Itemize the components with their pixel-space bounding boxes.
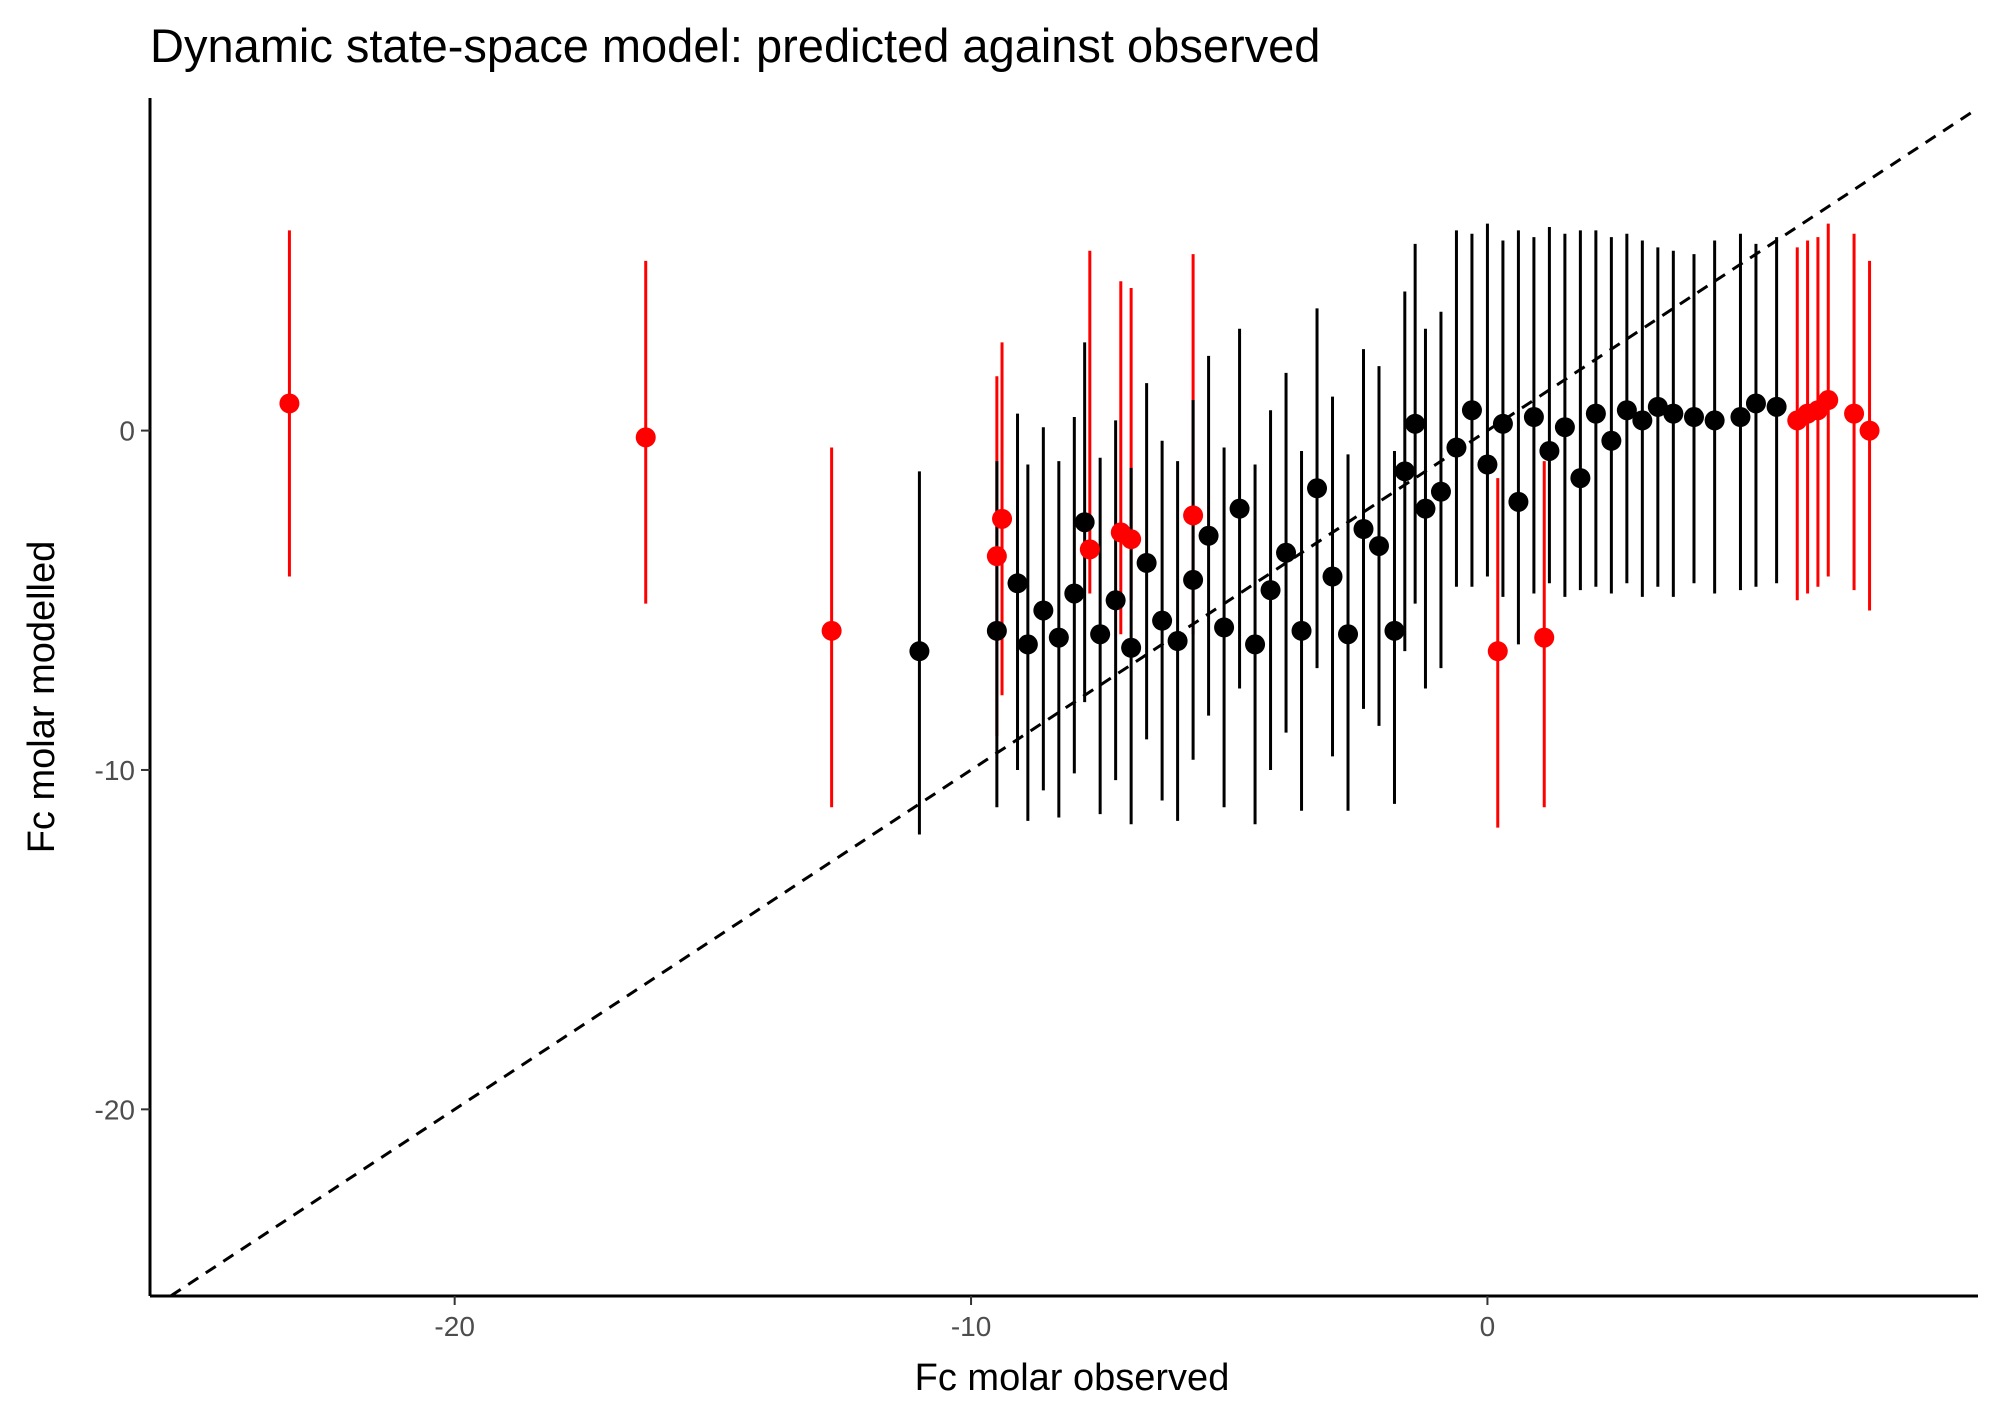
data-point	[1570, 468, 1591, 489]
data-point	[1007, 573, 1028, 594]
data-point	[1017, 634, 1038, 655]
x-axis-ticks: -20 -10 0	[434, 1296, 1495, 1342]
x-axis-title: Fc molar observed	[915, 1357, 1230, 1399]
data-point	[1539, 440, 1560, 461]
data-point	[1260, 580, 1281, 601]
data-point	[1461, 400, 1482, 421]
data-point	[986, 546, 1007, 567]
data-point	[1663, 403, 1684, 424]
y-axis-ticks: -20 -10 0	[95, 416, 150, 1125]
data-point	[635, 427, 656, 448]
data-point	[1048, 627, 1069, 648]
data-point	[1730, 407, 1751, 428]
data-point	[1322, 566, 1343, 587]
data-point	[1214, 617, 1235, 638]
data-point	[1394, 461, 1415, 482]
data-point	[1601, 430, 1622, 451]
data-point	[1033, 600, 1054, 621]
y-tick-label: -20	[95, 1094, 135, 1125]
data-point	[1745, 393, 1766, 414]
data-point	[1338, 624, 1359, 645]
y-tick-label: 0	[119, 416, 135, 447]
data-point	[1430, 481, 1451, 502]
data-point	[1632, 410, 1653, 431]
data-point	[1198, 525, 1219, 546]
data-point	[1818, 390, 1839, 411]
data-point	[1183, 569, 1204, 590]
plot-marks	[169, 106, 1979, 1298]
data-point	[1121, 529, 1142, 550]
data-point	[1353, 519, 1374, 540]
data-point	[1859, 420, 1880, 441]
data-point	[1121, 637, 1142, 658]
data-point	[1766, 396, 1787, 417]
data-point	[992, 508, 1013, 529]
x-tick-label: -20	[434, 1311, 474, 1342]
data-point	[1487, 641, 1508, 662]
data-point	[1534, 627, 1555, 648]
y-axis-title: Fc molar modelled	[21, 541, 63, 854]
data-point	[1136, 552, 1157, 573]
data-point	[909, 641, 930, 662]
data-point	[1405, 413, 1426, 434]
data-point	[1307, 478, 1328, 499]
chart-title: Dynamic state-space model: predicted aga…	[150, 19, 1321, 72]
data-point	[986, 620, 1007, 641]
data-point	[1074, 512, 1095, 533]
data-point	[1229, 498, 1250, 519]
data-point	[1245, 634, 1266, 655]
data-point	[821, 620, 842, 641]
data-point	[1704, 410, 1725, 431]
data-point	[1585, 403, 1606, 424]
data-point	[1683, 407, 1704, 428]
data-point	[1368, 535, 1389, 556]
data-point	[279, 393, 300, 414]
y-tick-label: -10	[95, 755, 135, 786]
data-point	[1090, 624, 1111, 645]
data-point	[1291, 620, 1312, 641]
data-point	[1492, 413, 1513, 434]
data-point	[1183, 505, 1204, 526]
data-point	[1616, 400, 1637, 421]
data-point	[1384, 620, 1405, 641]
data-point	[1152, 610, 1173, 631]
data-point	[1105, 590, 1126, 611]
data-point	[1064, 583, 1085, 604]
data-point	[1446, 437, 1467, 458]
x-tick-label: -10	[951, 1311, 991, 1342]
data-point	[1167, 631, 1188, 652]
data-point	[1523, 407, 1544, 428]
data-point	[1554, 417, 1575, 438]
data-point	[1079, 539, 1100, 560]
data-point	[1647, 396, 1668, 417]
x-tick-label: 0	[1480, 1311, 1496, 1342]
data-point	[1508, 491, 1529, 512]
data-point	[1415, 498, 1436, 519]
data-point	[1477, 454, 1498, 475]
data-point	[1276, 542, 1297, 563]
data-point	[1844, 403, 1865, 424]
